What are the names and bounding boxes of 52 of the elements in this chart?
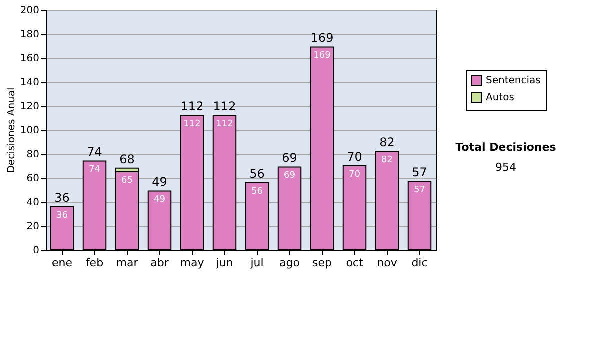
x-tick-label: ago: [280, 256, 300, 270]
data-label: 70: [349, 170, 361, 180]
total-label: 69: [282, 151, 298, 166]
y-tick-label: 140: [20, 78, 40, 88]
x-tick-label: mar: [116, 256, 139, 270]
data-label: 74: [89, 165, 101, 176]
x-tick-label: oct: [346, 256, 364, 270]
data-label: 36: [56, 210, 68, 221]
x-tick-label: may: [180, 256, 205, 270]
x-tick-label: abr: [150, 256, 170, 270]
x-tick-label: feb: [86, 256, 104, 270]
data-label: 56: [252, 186, 264, 197]
x-tick-label: sep: [312, 256, 332, 270]
legend-label: Autos: [486, 92, 514, 104]
total-label: 70: [347, 150, 362, 164]
total-label: 57: [412, 166, 428, 180]
y-tick-label: 0: [33, 246, 40, 256]
y-tick-label: 180: [20, 30, 40, 40]
total-label: 169: [310, 31, 334, 46]
data-label: 112: [216, 120, 234, 130]
data-label: 65: [122, 176, 133, 186]
total-label: 49: [152, 175, 168, 190]
data-label: 69: [284, 171, 296, 182]
total-label: 82: [380, 136, 395, 150]
x-tick-label: dic: [412, 256, 428, 270]
data-label: 82: [382, 156, 393, 166]
y-tick-label: 120: [20, 102, 40, 112]
y-tick-label: 80: [26, 150, 40, 160]
x-tick-label: ene: [52, 256, 73, 270]
x-tick-label: jun: [215, 256, 234, 270]
y-tick-label: 60: [26, 174, 40, 184]
total-label: 112: [180, 100, 204, 114]
y-tick-label: 100: [20, 126, 40, 136]
x-tick-label: nov: [377, 256, 398, 270]
data-label: 112: [184, 120, 201, 130]
x-tick-label: jul: [250, 256, 264, 270]
data-label: 49: [154, 195, 166, 206]
legend-label: Sentencias: [486, 76, 541, 86]
text: 954: [496, 161, 516, 174]
total-label: 68: [120, 152, 135, 166]
total-label: 36: [54, 190, 70, 205]
total-label: 74: [87, 145, 102, 160]
y-tick-label: 40: [26, 198, 40, 208]
y-tick-label: 160: [20, 54, 40, 64]
total-label: 112: [213, 100, 236, 114]
y-tick-label: 200: [20, 6, 40, 16]
text: Total Decisiones: [456, 141, 557, 154]
y-axis-title: Decisiones Anual: [6, 88, 18, 174]
y-tick-label: 20: [26, 222, 40, 232]
data-label: 169: [314, 51, 332, 62]
data-label: 57: [414, 186, 426, 196]
total-label: 56: [250, 166, 265, 181]
